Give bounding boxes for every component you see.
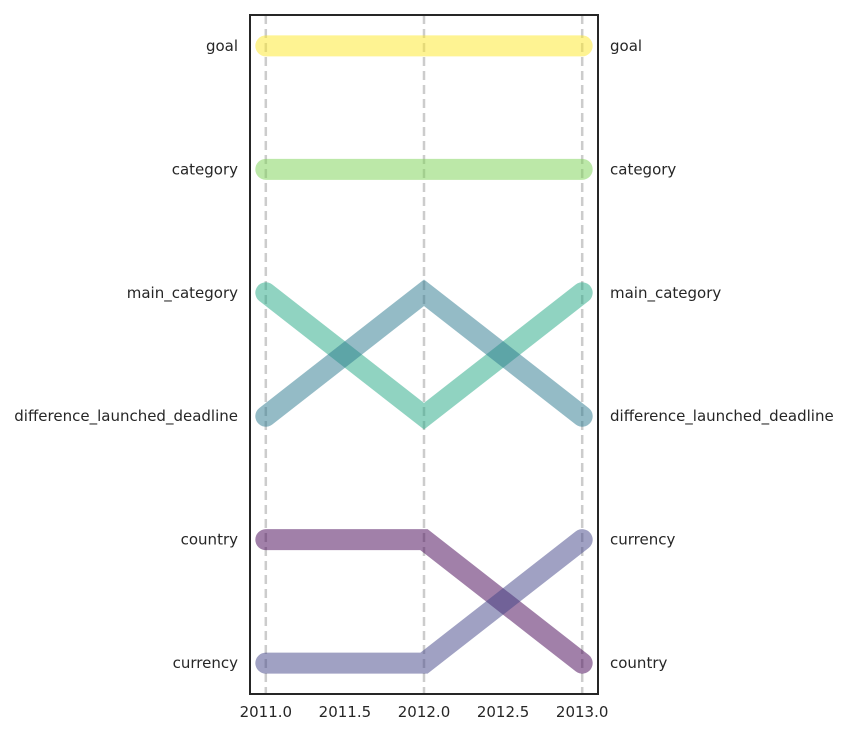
plot-frame xyxy=(249,14,599,695)
series-lines xyxy=(255,35,593,674)
x-axis-ticks: 2011.0 2011.5 2012.0 2012.5 2013.0 xyxy=(240,703,609,721)
right-rank-labels: goal category main_category difference_laun… xyxy=(610,37,834,672)
left-label-difference-launched-deadline: difference_launched_deadline xyxy=(14,407,238,426)
left-rank-labels: goal category main_category difference_laun… xyxy=(14,37,238,672)
right-label-goal: goal xyxy=(610,37,642,55)
left-label-goal: goal xyxy=(206,37,238,55)
left-label-currency: currency xyxy=(173,654,238,672)
x-tick-2012-0: 2012.0 xyxy=(398,703,451,721)
right-label-currency: currency xyxy=(610,531,675,549)
series-line-main-category xyxy=(255,282,593,430)
left-label-main-category: main_category xyxy=(127,284,238,303)
right-label-country: country xyxy=(610,654,667,672)
right-label-difference-launched-deadline: difference_launched_deadline xyxy=(610,407,834,426)
x-tick-2011-5: 2011.5 xyxy=(319,703,372,721)
gridlines xyxy=(264,15,584,694)
x-tick-2011-0: 2011.0 xyxy=(240,703,293,721)
x-tick-2012-5: 2012.5 xyxy=(477,703,530,721)
left-label-category: category xyxy=(172,160,238,178)
right-label-main-category: main_category xyxy=(610,284,721,303)
series-line-difference-launched-deadline xyxy=(255,279,593,427)
right-label-category: category xyxy=(610,160,676,178)
series-line-currency xyxy=(255,529,593,674)
x-tick-2013-0: 2013.0 xyxy=(556,703,609,721)
series-line-country xyxy=(255,529,593,674)
left-label-country: country xyxy=(181,531,238,549)
